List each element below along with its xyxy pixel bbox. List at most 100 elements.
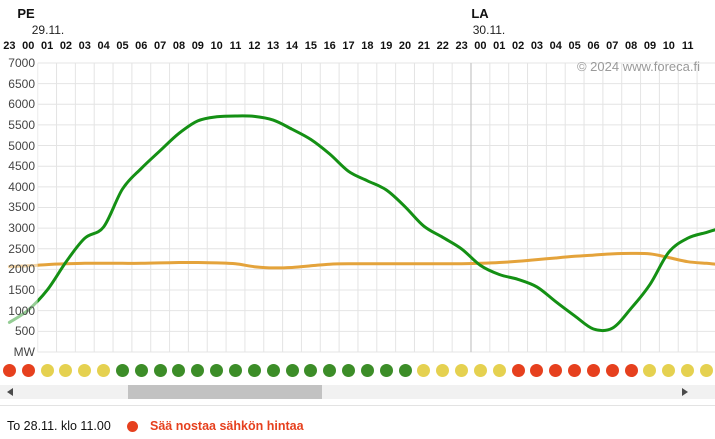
price-indicator-dots-row	[0, 364, 715, 378]
scrollbar-thumb[interactable]	[128, 385, 322, 399]
x-axis-hour-label: 21	[417, 40, 431, 52]
price-indicator-dot-green	[134, 364, 148, 377]
x-axis-hour-label: 19	[380, 40, 393, 52]
y-axis-tick-label: 2000	[8, 262, 35, 277]
price-indicator-dot-green	[342, 364, 356, 377]
price-indicator-dot-green	[304, 364, 318, 377]
price-indicator-dot-yellow	[662, 364, 676, 377]
y-axis-tick-label: 4000	[8, 179, 35, 194]
price-indicator-dot-yellow	[643, 364, 657, 377]
x-axis-hour-label: 03	[530, 40, 544, 52]
x-axis-hour-label: 04	[97, 40, 110, 52]
y-axis-tick-label: 3000	[8, 221, 35, 236]
day2-date: 30.11.	[472, 23, 506, 37]
price-indicator-dot-yellow	[436, 364, 450, 377]
x-axis-hour-label: 08	[172, 40, 186, 52]
day2-abbreviation: LA	[471, 6, 489, 21]
x-axis-hour-label: 10	[210, 40, 223, 52]
x-axis-hour-label: 00	[474, 40, 487, 52]
x-axis-hour-label: 11	[229, 40, 242, 52]
x-axis-hour-label: 23	[455, 40, 468, 52]
x-axis-hour-label: 02	[59, 40, 73, 52]
x-axis-hour-label: 16	[323, 40, 336, 52]
x-axis-hour-label: 15	[304, 40, 317, 52]
x-axis-hour-labels: 23 00 01 02 03 04 05 06 07 08 09 10 11 12 13 14 15 16 17 18…	[0, 40, 715, 53]
x-axis-hour-label: 03	[78, 40, 91, 52]
day1-date: 29.11.	[31, 23, 65, 37]
y-axis-unit-label: MW	[13, 345, 35, 360]
x-axis-hour-label: 01	[493, 40, 506, 52]
price-indicator-dot-green	[115, 364, 129, 377]
price-indicator-dot-yellow	[473, 364, 487, 377]
price-indicator-dot-yellow	[40, 364, 54, 377]
price-indicator-dot-green	[191, 364, 205, 377]
x-axis-hour-label: 00	[22, 40, 35, 52]
scrollbar-track[interactable]	[0, 385, 715, 399]
price-indicator-dot-red	[586, 364, 600, 377]
price-indicator-dot-green	[210, 364, 224, 377]
y-axis-tick-label: 6000	[8, 97, 35, 112]
x-axis-hour-label: 08	[625, 40, 638, 52]
price-indicator-dot-green	[323, 364, 337, 377]
price-indicator-dot-red	[624, 364, 638, 377]
x-axis-hour-label: 12	[248, 40, 261, 52]
y-axis-tick-label: 500	[14, 324, 35, 339]
x-axis-hour-label: 07	[154, 40, 167, 52]
copyright-text: © 2024 www.foreca.fi	[576, 59, 700, 74]
y-axis-tick-label: 4500	[8, 159, 35, 174]
price-indicator-dot-red	[511, 364, 525, 377]
y-axis-tick-label: 6500	[8, 76, 35, 91]
y-axis-tick-label: 5500	[8, 117, 35, 132]
price-indicator-dot-red	[2, 364, 16, 377]
price-indicator-dot-green	[360, 364, 374, 377]
y-axis-tick-label: 1500	[8, 283, 35, 298]
x-axis-hour-label: 09	[643, 40, 657, 52]
faded-history-overlay	[0, 63, 38, 353]
price-indicator-dot-red	[605, 364, 619, 377]
x-axis-hour-label: 05	[116, 40, 129, 52]
x-axis-hour-label: 05	[568, 40, 581, 52]
x-axis-hour-label: 06	[587, 40, 600, 52]
price-indicator-dot-green	[266, 364, 280, 377]
price-indicator-dot-green	[153, 364, 167, 377]
green-line	[7, 114, 715, 333]
price-indicator-dot-red	[530, 364, 544, 377]
forecast-chart	[0, 62, 715, 353]
y-axis-tick-label: 7000	[8, 56, 35, 70]
price-legend-dot-icon	[127, 421, 138, 432]
y-axis-tick-label: 2500	[8, 241, 35, 256]
price-indicator-dot-green	[379, 364, 393, 377]
price-legend-text: Sää nostaa sähkön hintaa	[150, 419, 304, 433]
scroll-left-icon[interactable]	[7, 388, 13, 396]
price-indicator-dot-green	[229, 364, 242, 377]
price-indicator-dot-red	[21, 364, 35, 377]
price-indicator-dot-yellow	[681, 364, 695, 377]
price-indicator-dot-yellow	[78, 364, 92, 377]
scroll-right-icon[interactable]	[682, 388, 688, 396]
x-axis-hour-label: 23	[3, 40, 16, 52]
x-axis-hour-label: 20	[398, 40, 412, 52]
price-indicator-dot-yellow	[700, 364, 713, 377]
price-indicator-dot-green	[172, 364, 186, 377]
x-axis-hour-label: 07	[606, 40, 619, 52]
y-axis-tick-label: 3500	[8, 200, 35, 215]
x-axis-hour-label: 11	[681, 40, 694, 52]
price-indicator-dot-red	[568, 364, 582, 377]
day1-abbreviation: PE	[17, 6, 35, 21]
x-axis-hour-label: 22	[436, 40, 449, 52]
x-axis-hour-label: 13	[267, 40, 280, 52]
x-axis-hour-label: 17	[342, 40, 355, 52]
forecast-timestamp: To 28.11. klo 11.00	[7, 419, 111, 433]
y-axis-tick-label: 5000	[8, 138, 35, 153]
x-axis-hour-label: 04	[549, 40, 562, 52]
x-axis-hour-label: 18	[361, 40, 374, 52]
price-indicator-dot-yellow	[59, 364, 73, 377]
y-axis-tick-label: 1000	[8, 303, 35, 318]
price-indicator-dot-green	[247, 364, 261, 377]
x-axis-hour-label: 01	[40, 40, 54, 52]
orange-line	[7, 251, 715, 270]
price-indicator-dot-green	[285, 364, 299, 377]
x-axis-hour-label: 09	[191, 40, 204, 52]
footer-divider	[0, 405, 715, 406]
